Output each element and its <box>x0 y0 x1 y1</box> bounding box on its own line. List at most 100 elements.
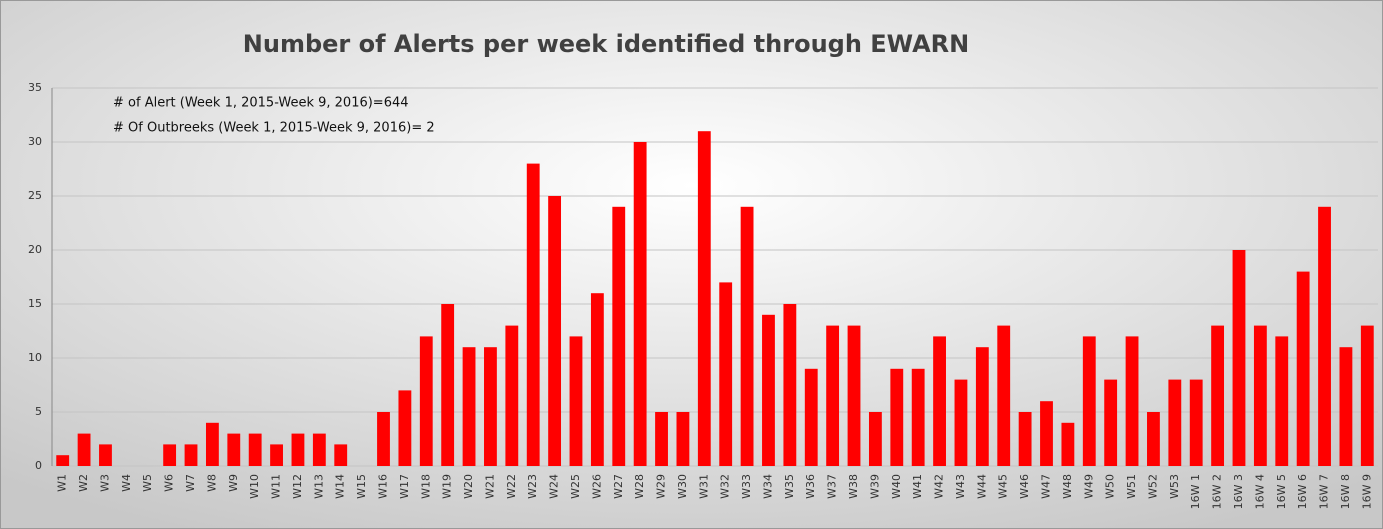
annotation: # of Alert (Week 1, 2015-Week 9, 2016)=6… <box>113 96 409 111</box>
bar <box>954 379 968 466</box>
bar <box>205 422 219 466</box>
x-tick-label: W23 <box>526 474 539 499</box>
bar <box>184 444 198 466</box>
bar <box>1296 271 1310 466</box>
bar <box>1275 336 1289 466</box>
x-tick-label: W13 <box>312 474 325 499</box>
bar <box>441 304 455 466</box>
bar <box>1104 379 1118 466</box>
x-tick-label: W31 <box>697 474 710 499</box>
bar <box>1082 336 1096 466</box>
bar <box>783 304 797 466</box>
x-tick-label: W9 <box>227 474 240 492</box>
x-tick-label: W47 <box>1040 474 1053 499</box>
y-tick-label: 15 <box>28 297 42 310</box>
bar <box>804 368 818 466</box>
x-tick-label: W16 <box>377 474 390 499</box>
x-tick-label: W12 <box>291 474 304 499</box>
bar <box>1125 336 1139 466</box>
bar <box>697 131 711 466</box>
x-tick-label: W48 <box>1061 474 1074 499</box>
bar <box>655 412 668 466</box>
x-tick-label: W27 <box>612 474 625 499</box>
x-tick-label: W49 <box>1082 474 1095 499</box>
bar <box>163 444 177 466</box>
bar <box>1253 325 1267 466</box>
y-tick-label: 25 <box>28 189 42 202</box>
bar <box>1168 379 1182 466</box>
bar <box>762 314 775 466</box>
x-tick-label: W22 <box>505 474 518 499</box>
x-tick-label: W46 <box>1018 474 1031 499</box>
x-tick-label: 16W 9 <box>1360 474 1373 509</box>
bar <box>911 368 925 466</box>
bar <box>1147 412 1160 466</box>
x-tick-label: W32 <box>719 474 732 499</box>
x-tick-label: W35 <box>783 474 796 499</box>
x-tick-label: W7 <box>184 474 197 492</box>
x-tick-label: W6 <box>163 474 176 492</box>
bar <box>227 433 241 466</box>
bar <box>548 196 562 466</box>
bar <box>1232 250 1246 466</box>
x-tick-label: W3 <box>98 474 111 492</box>
x-tick-label: W42 <box>933 474 946 499</box>
bar <box>868 412 882 466</box>
bar <box>975 347 989 466</box>
bar <box>419 336 433 466</box>
x-tick-label: W21 <box>483 474 496 499</box>
x-tick-label: W5 <box>141 474 154 492</box>
bar <box>890 368 904 466</box>
bar <box>569 336 583 466</box>
x-tick-label: W39 <box>868 474 881 499</box>
bar <box>291 433 305 466</box>
bar <box>77 433 91 466</box>
x-tick-label: W53 <box>1168 474 1181 499</box>
bar <box>997 325 1011 466</box>
bar <box>99 444 112 466</box>
x-tick-label: W44 <box>975 474 988 499</box>
x-tick-label: W26 <box>590 474 603 499</box>
bar <box>270 444 283 466</box>
x-tick-label: W36 <box>804 474 817 499</box>
bar <box>590 293 604 466</box>
x-tick-label: W43 <box>954 474 967 499</box>
bar <box>334 444 348 466</box>
x-tick-label: W2 <box>77 474 90 492</box>
x-tick-label: W15 <box>355 474 368 499</box>
bar <box>1211 325 1225 466</box>
bar <box>505 325 519 466</box>
x-tick-label: W25 <box>569 474 582 499</box>
y-tick-label: 0 <box>35 459 42 472</box>
bar <box>248 433 262 466</box>
bar <box>1018 412 1032 466</box>
y-tick-label: 30 <box>28 135 42 148</box>
x-tick-label: W38 <box>847 474 860 499</box>
x-tick-label: W14 <box>334 474 347 499</box>
bar <box>526 163 540 466</box>
x-tick-label: W40 <box>890 474 903 499</box>
bar <box>933 336 946 466</box>
bar <box>312 433 326 466</box>
x-tick-label: W33 <box>740 474 753 499</box>
bar <box>826 325 840 466</box>
x-tick-label: W37 <box>826 474 839 499</box>
y-tick-label: 5 <box>35 405 42 418</box>
x-tick-label: W10 <box>248 474 261 499</box>
x-tick-label: W30 <box>676 474 689 499</box>
x-tick-label: 16W 6 <box>1296 474 1309 509</box>
x-tick-label: W29 <box>655 474 668 499</box>
x-tick-label: 16W 7 <box>1318 474 1331 509</box>
x-tick-label: W24 <box>548 474 561 499</box>
x-tick-label: W8 <box>205 474 218 492</box>
x-tick-label: W20 <box>462 474 475 499</box>
x-tick-label: W17 <box>398 474 411 499</box>
x-tick-label: 16W 2 <box>1211 474 1224 509</box>
bar <box>1189 379 1203 466</box>
bar <box>377 412 390 466</box>
bar <box>847 325 861 466</box>
x-tick-label: W28 <box>633 474 646 499</box>
y-tick-label: 10 <box>28 351 42 364</box>
x-tick-label: W34 <box>761 474 774 499</box>
